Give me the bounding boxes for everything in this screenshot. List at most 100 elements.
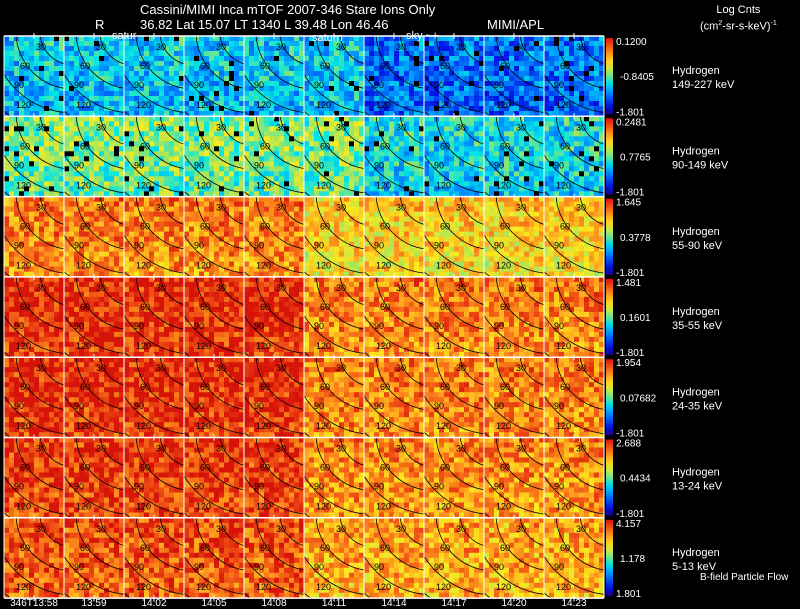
colorbar [606, 278, 613, 356]
colorbar-max-label: 1.481 [616, 278, 641, 289]
sky-map-panel: 30 60 90 120 [364, 357, 424, 438]
sky-map-panel: 30 60 90 120 [304, 276, 364, 358]
contour-label: 120 [196, 100, 211, 110]
contour-label: 120 [76, 100, 91, 110]
contour-label: 90 [14, 562, 24, 572]
sky-map-panel: 30 60 90 120 [484, 276, 544, 358]
contour-label: 30 [36, 122, 46, 132]
contour-label: 120 [556, 180, 571, 190]
contour-label: 60 [200, 302, 210, 312]
contour-label: 120 [196, 180, 211, 190]
sky-map-panel: 30 60 90 120 [304, 196, 364, 277]
contour-label: 120 [376, 180, 391, 190]
contour-label: 120 [436, 261, 451, 271]
energy-range-label: 35-55 keV [672, 320, 723, 332]
contour-label: 60 [380, 302, 390, 312]
contour-label: 30 [456, 524, 466, 534]
colorbar-max-label: 1.645 [616, 198, 641, 209]
contour-label: 90 [374, 482, 384, 492]
contour-label: 90 [14, 160, 24, 170]
contour-label: 30 [456, 122, 466, 132]
sky-map-panel: 30 60 90 120 [304, 437, 364, 518]
contour-label: 60 [500, 222, 510, 232]
contour-label: 60 [440, 222, 450, 232]
contour-label: 60 [320, 463, 330, 473]
contour-label: 30 [216, 524, 226, 534]
contour-label: 60 [140, 543, 150, 553]
contour-label: 120 [136, 261, 151, 271]
contour-label: 90 [14, 482, 24, 492]
contour-label: 90 [74, 401, 84, 411]
contour-label: 30 [516, 444, 526, 454]
contour-label: 90 [434, 80, 444, 90]
units-line-2: (cm2-sr-s-keV)-1 [700, 17, 777, 34]
contour-label: 30 [36, 444, 46, 454]
colorbar-max-label: 4.157 [616, 519, 641, 530]
sky-map-panel: 30 60 90 120 [484, 116, 544, 197]
contour-label: 30 [156, 42, 166, 52]
contour-label: 120 [556, 502, 571, 512]
contour-label: 30 [36, 283, 46, 293]
sky-map-panel: 30 60 90 120 [304, 36, 364, 117]
contour-label: 30 [336, 42, 346, 52]
sky-map-panel: 30 60 90 120 [424, 116, 484, 197]
energy-range-label: 5-13 keV [672, 561, 717, 573]
contour-label: 120 [556, 341, 571, 351]
colorbar-mid-label: -0.8405 [620, 72, 654, 83]
sky-map-panel: 30 60 90 120 [544, 196, 604, 277]
contour-label: 30 [336, 283, 346, 293]
contour-label: 120 [436, 341, 451, 351]
contour-label: 30 [216, 42, 226, 52]
contour-label: 60 [260, 302, 270, 312]
colorbar-mid-label: 1.178 [620, 554, 645, 565]
contour-label: 90 [134, 562, 144, 572]
contour-label: 60 [380, 61, 390, 71]
contour-label: 30 [36, 203, 46, 213]
sky-map-panel: 30 60 90 120 [64, 116, 124, 197]
contour-label: 120 [196, 261, 211, 271]
contour-label: 90 [314, 241, 324, 251]
sky-map-panel: 30 60 90 120 [364, 36, 424, 117]
contour-label: 90 [134, 482, 144, 492]
contour-label: 120 [16, 502, 31, 512]
contour-label: 60 [440, 61, 450, 71]
contour-label: 120 [316, 100, 331, 110]
contour-label: 90 [194, 321, 204, 331]
contour-label: 60 [380, 222, 390, 232]
x-tick-label: 14:02 [141, 598, 166, 609]
contour-label: 60 [80, 463, 90, 473]
species-label: Hydrogen [672, 226, 720, 238]
energy-range-label: 55-90 keV [672, 240, 723, 252]
contour-label: 120 [16, 421, 31, 431]
sky-map-panel: 30 60 90 120 [244, 196, 304, 277]
contour-label: 30 [456, 363, 466, 373]
contour-label: 90 [434, 321, 444, 331]
contour-label: 120 [76, 582, 91, 592]
contour-label: 60 [200, 222, 210, 232]
contour-label: 120 [376, 421, 391, 431]
colorbar [606, 38, 613, 115]
contour-label: 30 [336, 363, 346, 373]
contour-label: 30 [216, 122, 226, 132]
sky-map-panel: 30 60 90 120 [124, 116, 184, 197]
contour-label: 30 [96, 363, 106, 373]
species-label: Hydrogen [672, 386, 720, 398]
contour-label: 30 [336, 203, 346, 213]
contour-label: 120 [556, 261, 571, 271]
sky-map-panel: 30 60 90 120 [124, 357, 184, 438]
contour-label: 60 [500, 141, 510, 151]
sky-map-panel: 30 60 90 120 [424, 357, 484, 438]
sky-map-panel: 30 60 90 120 [64, 517, 124, 599]
contour-label: 60 [260, 222, 270, 232]
contour-label: 120 [316, 341, 331, 351]
contour-label: 30 [456, 283, 466, 293]
units-suffix: -sr-s-keV) [722, 20, 771, 33]
sky-map-panel: 30 60 90 120 [4, 196, 64, 277]
contour-label: 120 [556, 582, 571, 592]
contour-label: 30 [276, 444, 286, 454]
contour-label: 90 [314, 80, 324, 90]
contour-label: 120 [196, 341, 211, 351]
contour-label: 90 [254, 482, 264, 492]
contour-label: 60 [560, 61, 570, 71]
